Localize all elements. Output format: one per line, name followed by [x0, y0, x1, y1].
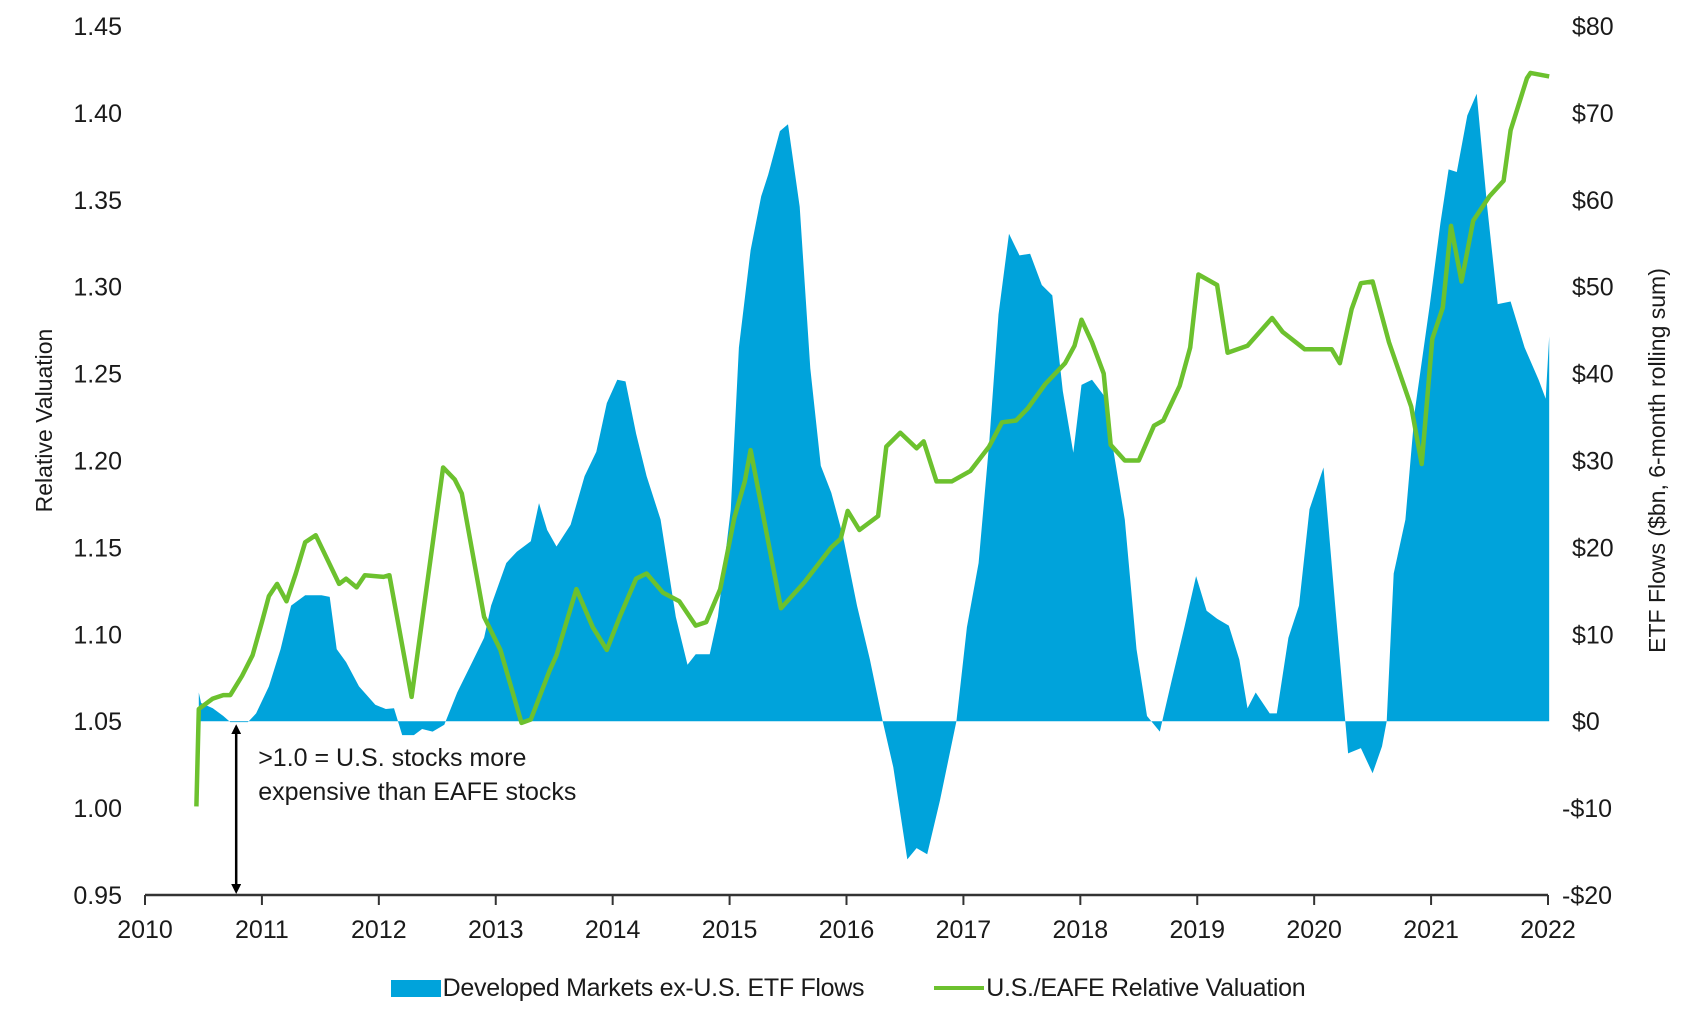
x-tick-label: 2012	[351, 916, 407, 944]
left-tick-label: 1.35	[73, 187, 122, 215]
x-tick-label: 2011	[235, 916, 289, 944]
x-tick-label: 2015	[702, 916, 758, 944]
left-tick-label: 0.95	[73, 882, 122, 910]
legend-item-relative-valuation[interactable]: U.S./EAFE Relative Valuation	[934, 973, 1306, 1003]
x-tick-label: 2018	[1053, 916, 1109, 944]
right-tick-label: $80	[1572, 13, 1614, 41]
right-tick-label: $60	[1572, 187, 1614, 215]
chart-legend: Developed Markets ex-U.S. ETF Flows U.S.…	[0, 968, 1696, 1008]
right-tick-label: $70	[1572, 100, 1614, 128]
right-tick-label: -$10	[1562, 795, 1612, 823]
x-tick-label: 2017	[936, 916, 992, 944]
left-tick-label: 1.00	[73, 795, 122, 823]
etf-flows-area	[198, 93, 1550, 860]
x-tick-label: 2020	[1286, 916, 1342, 944]
left-tick-label: 1.05	[73, 708, 122, 736]
x-tick-label: 2010	[117, 916, 173, 944]
x-tick-label: 2014	[585, 916, 641, 944]
right-axis-ticks: $80 $70 $60 $50 $40 $30 $20 $10 $0 -$10 -$20	[1562, 13, 1614, 910]
left-axis-title: Relative Valuation	[31, 329, 57, 513]
line-swatch-icon	[934, 986, 985, 990]
area-swatch-icon	[390, 979, 441, 997]
right-axis-title: ETF Flows ($bn, 6-month rolling sum)	[1644, 268, 1670, 653]
legend-label-relative-valuation: U.S./EAFE Relative Valuation	[986, 973, 1306, 1002]
left-tick-label: 1.30	[73, 274, 122, 302]
left-tick-label: 1.25	[73, 361, 122, 389]
left-axis-ticks: 1.45 1.40 1.35 1.30 1.25 1.20 1.15 1.10 1.05 1.00…	[73, 13, 122, 910]
annotation-line-2: expensive than EAFE stocks	[258, 778, 576, 806]
right-tick-label: $10	[1572, 621, 1614, 649]
right-tick-label: $0	[1572, 708, 1600, 736]
x-tick-label: 2022	[1520, 916, 1576, 944]
left-tick-label: 1.40	[73, 100, 122, 128]
legend-item-etf-flows[interactable]: Developed Markets ex-U.S. ETF Flows	[390, 973, 865, 1003]
right-tick-label: $30	[1572, 448, 1614, 476]
x-tick-label: 2021	[1403, 916, 1459, 944]
axes: 2010 2011 2012 2013 2014 2015 2016 2017 2018 2019…	[31, 13, 1670, 944]
relative-valuation-line-layer	[194, 70, 1550, 807]
right-tick-label: -$20	[1562, 882, 1612, 910]
right-tick-label: $20	[1572, 534, 1614, 562]
right-tick-label: $50	[1572, 274, 1614, 302]
valuation-annotation: >1.0 = U.S. stocks more expensive than E…	[231, 724, 576, 894]
x-tick-label: 2013	[468, 916, 524, 944]
left-tick-label: 1.45	[73, 13, 122, 41]
annotation-line-1: >1.0 = U.S. stocks more	[258, 744, 526, 772]
x-axis-ticks: 2010 2011 2012 2013 2014 2015 2016 2017 2018 2019…	[117, 895, 1576, 944]
etf-flows-area-layer	[198, 93, 1550, 860]
left-tick-label: 1.20	[73, 448, 122, 476]
x-tick-label: 2019	[1169, 916, 1225, 944]
left-tick-label: 1.10	[73, 621, 122, 649]
x-tick-label: 2016	[819, 916, 875, 944]
legend-label-etf-flows: Developed Markets ex-U.S. ETF Flows	[442, 973, 865, 1002]
left-tick-label: 1.15	[73, 534, 122, 562]
right-tick-label: $40	[1572, 361, 1614, 389]
